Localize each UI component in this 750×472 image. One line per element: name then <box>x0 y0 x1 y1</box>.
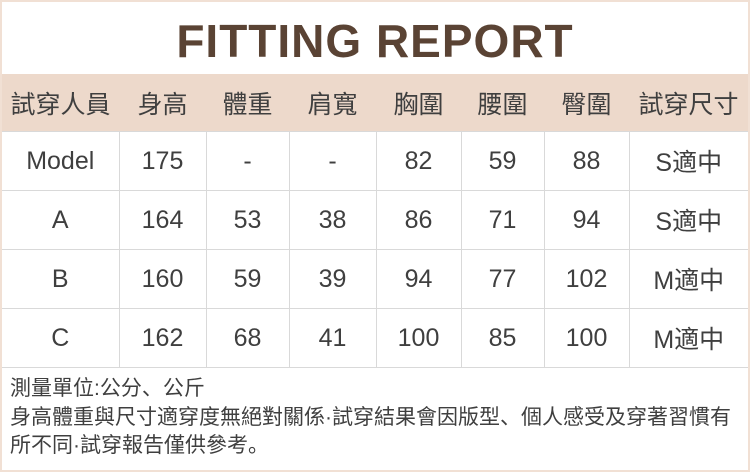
cell-weight: 53 <box>205 190 290 250</box>
cell-height: 162 <box>118 308 207 368</box>
cell-person: Model <box>2 131 120 191</box>
cell-height: 164 <box>118 190 207 250</box>
cell-size: M適中 <box>628 308 748 368</box>
column-header-size: 試穿尺寸 <box>629 74 748 132</box>
page-title: FITTING REPORT <box>176 15 574 67</box>
cell-waist: 77 <box>460 249 545 309</box>
cell-weight: 59 <box>205 249 290 309</box>
cell-shoulder: - <box>288 131 377 191</box>
cell-height: 160 <box>118 249 207 309</box>
cell-shoulder: 41 <box>288 308 377 368</box>
table-row-b: B 160 59 39 94 77 102 M適中 <box>2 249 748 309</box>
cell-size: S適中 <box>628 190 748 250</box>
cell-person: B <box>2 249 120 309</box>
column-header-height: 身高 <box>119 74 206 132</box>
cell-size: M適中 <box>628 249 748 309</box>
cell-chest: 86 <box>375 190 462 250</box>
cell-hip: 100 <box>543 308 630 368</box>
cell-waist: 59 <box>460 131 545 191</box>
cell-hip: 88 <box>543 131 630 191</box>
table-header-row: 試穿人員 身高 體重 肩寬 胸圍 腰圍 臀圍 試穿尺寸 <box>2 74 748 132</box>
cell-person: A <box>2 190 120 250</box>
cell-shoulder: 38 <box>288 190 377 250</box>
column-header-shoulder: 肩寬 <box>289 74 376 132</box>
column-header-weight: 體重 <box>206 74 289 132</box>
footer-disclaimer: 身高體重與尺寸適穿度無絕對關係·試穿結果會因版型、個人感受及穿著習慣有所不同·試… <box>10 406 731 457</box>
footer-notes: 測量單位:公分、公斤 身高體重與尺寸適穿度無絕對關係·試穿結果會因版型、個人感受… <box>2 368 748 460</box>
cell-hip: 94 <box>543 190 630 250</box>
cell-waist: 85 <box>460 308 545 368</box>
cell-chest: 100 <box>375 308 462 368</box>
cell-shoulder: 39 <box>288 249 377 309</box>
cell-weight: - <box>205 131 290 191</box>
cell-hip: 102 <box>543 249 630 309</box>
column-header-chest: 胸圍 <box>376 74 461 132</box>
cell-height: 175 <box>118 131 207 191</box>
column-header-person: 試穿人員 <box>2 74 119 132</box>
cell-person: C <box>2 308 120 368</box>
table-row-model: Model 175 - - 82 59 88 S適中 <box>2 131 748 191</box>
cell-chest: 82 <box>375 131 462 191</box>
cell-size: S適中 <box>628 131 748 191</box>
cell-chest: 94 <box>375 249 462 309</box>
fitting-report-table: 試穿人員 身高 體重 肩寬 胸圍 腰圍 臀圍 試穿尺寸 Model 175 - … <box>2 74 748 368</box>
column-header-waist: 腰圍 <box>461 74 544 132</box>
column-header-hip: 臀圍 <box>544 74 629 132</box>
cell-weight: 68 <box>205 308 290 368</box>
cell-waist: 71 <box>460 190 545 250</box>
footer-unit-note: 測量單位:公分、公斤 <box>10 377 205 400</box>
table-row-a: A 164 53 38 86 71 94 S適中 <box>2 190 748 250</box>
table-row-c: C 162 68 41 100 85 100 M適中 <box>2 308 748 368</box>
